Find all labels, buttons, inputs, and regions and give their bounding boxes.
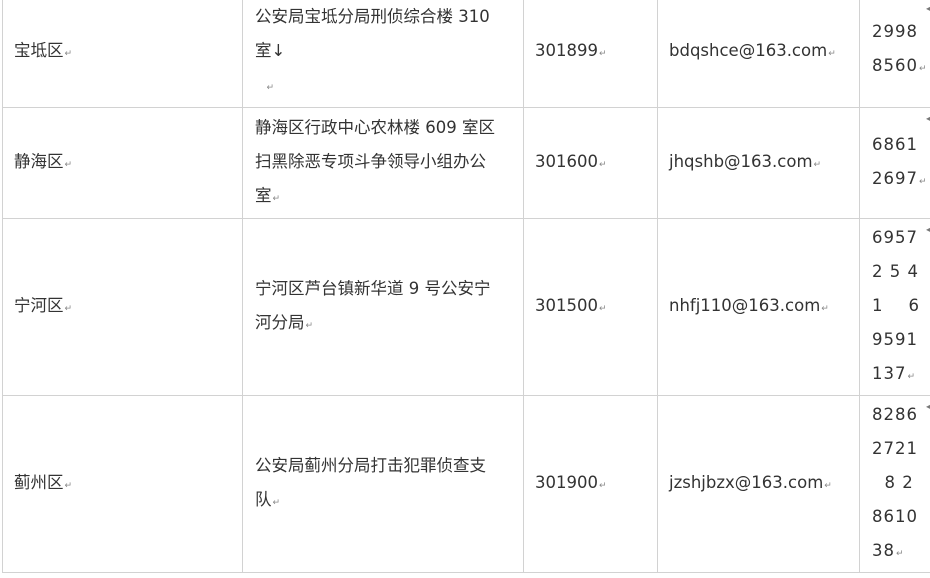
address-cell: 公安局宝坻分局刑侦综合楼 310 室↓	[242, 0, 524, 108]
address-cell: 宁河区芦台镇新华道 9 号公安宁 河分局	[242, 218, 524, 396]
postcode-cell: 301899	[523, 0, 658, 108]
postcode-cell: 301500	[523, 218, 658, 396]
postcode-cell: 301900	[523, 395, 658, 573]
table-row: 蓟州区 公安局蓟州分局打击犯罪侦查支 队 301900 jzshjbzx@163…	[2, 395, 930, 573]
email-cell: jhqshb@163.com	[657, 107, 860, 219]
row-end-marker-icon: ◂	[925, 225, 930, 234]
row-end-marker-icon: ◂	[925, 402, 930, 411]
table-row: 宝坻区 公安局宝坻分局刑侦综合楼 310 室↓ 301899 bdqshce@1…	[2, 0, 930, 108]
phone-cell: 8286 2721 8 2 8610 38	[859, 395, 930, 573]
table-row: 宁河区 宁河区芦台镇新华道 9 号公安宁 河分局 301500 nhfj110@…	[2, 218, 930, 396]
row-end-marker-icon: ◂	[925, 114, 930, 123]
email-cell: nhfj110@163.com	[657, 218, 860, 396]
district-cell: 蓟州区	[2, 395, 243, 573]
district-cell: 静海区	[2, 107, 243, 219]
address-cell: 公安局蓟州分局打击犯罪侦查支 队	[242, 395, 524, 573]
row-end-marker-icon: ◂	[925, 4, 930, 13]
postcode-cell: 301600	[523, 107, 658, 219]
district-cell: 宝坻区	[2, 0, 243, 108]
address-cell: 静海区行政中心农林楼 609 室区 扫黑除恶专项斗争领导小组办公 室	[242, 107, 524, 219]
table-row: 静海区 静海区行政中心农林楼 609 室区 扫黑除恶专项斗争领导小组办公 室 3…	[2, 107, 930, 219]
phone-cell: 6957 2 5 4 1 6 9591 137	[859, 218, 930, 396]
email-cell: bdqshce@163.com	[657, 0, 860, 108]
phone-cell: 6861 2697	[859, 107, 930, 219]
district-cell: 宁河区	[2, 218, 243, 396]
email-cell: jzshjbzx@163.com	[657, 395, 860, 573]
phone-cell: 2998 8560	[859, 0, 930, 108]
